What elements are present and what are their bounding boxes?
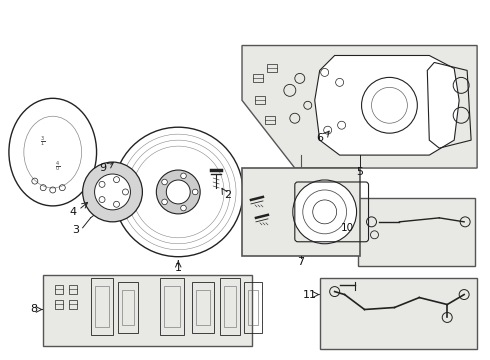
Circle shape: [181, 173, 186, 179]
Circle shape: [156, 170, 200, 214]
Bar: [220, 278, 240, 336]
Bar: [224, 285, 236, 328]
Bar: [164, 285, 180, 328]
Text: 7: 7: [297, 257, 304, 267]
Circle shape: [114, 201, 120, 207]
Bar: [248, 289, 258, 325]
Circle shape: [293, 180, 357, 244]
Text: 10: 10: [341, 223, 354, 233]
Bar: [244, 282, 262, 333]
Bar: [192, 282, 214, 333]
Circle shape: [99, 181, 105, 187]
Text: 9: 9: [99, 163, 106, 173]
Text: 5: 5: [356, 167, 363, 177]
Bar: [55, 285, 63, 293]
Bar: [122, 289, 134, 325]
Circle shape: [95, 174, 130, 210]
Polygon shape: [315, 55, 459, 155]
Text: 3: 3: [72, 225, 79, 235]
Circle shape: [99, 197, 105, 203]
Bar: [69, 300, 76, 309]
Bar: [242, 168, 360, 256]
Text: 11: 11: [303, 289, 317, 300]
Circle shape: [181, 205, 186, 211]
Bar: [267, 64, 277, 72]
Bar: [265, 116, 275, 124]
Text: 1: 1: [175, 263, 182, 273]
Circle shape: [114, 177, 120, 183]
Bar: [119, 282, 138, 333]
Bar: [319, 278, 477, 349]
Bar: [55, 300, 63, 309]
Bar: [358, 198, 475, 266]
Bar: [43, 275, 252, 346]
Circle shape: [166, 180, 190, 204]
Text: 4: 4: [69, 207, 76, 217]
Bar: [160, 278, 184, 336]
Circle shape: [114, 127, 243, 257]
Bar: [255, 96, 265, 104]
Bar: [95, 285, 108, 328]
Circle shape: [162, 199, 168, 205]
Text: $\frac{3}{1}$: $\frac{3}{1}$: [40, 135, 46, 149]
Bar: [196, 289, 210, 325]
Text: 6: 6: [316, 133, 323, 143]
Polygon shape: [242, 45, 477, 168]
Ellipse shape: [9, 98, 97, 206]
Bar: [253, 75, 263, 82]
Circle shape: [162, 179, 168, 185]
Bar: [91, 278, 113, 336]
Bar: [69, 285, 76, 293]
Text: $\frac{4}{0}$: $\frac{4}{0}$: [55, 160, 60, 174]
Circle shape: [122, 189, 128, 195]
Text: 8: 8: [30, 305, 37, 315]
Circle shape: [83, 162, 143, 222]
Circle shape: [193, 189, 198, 195]
Text: 2: 2: [224, 190, 232, 200]
